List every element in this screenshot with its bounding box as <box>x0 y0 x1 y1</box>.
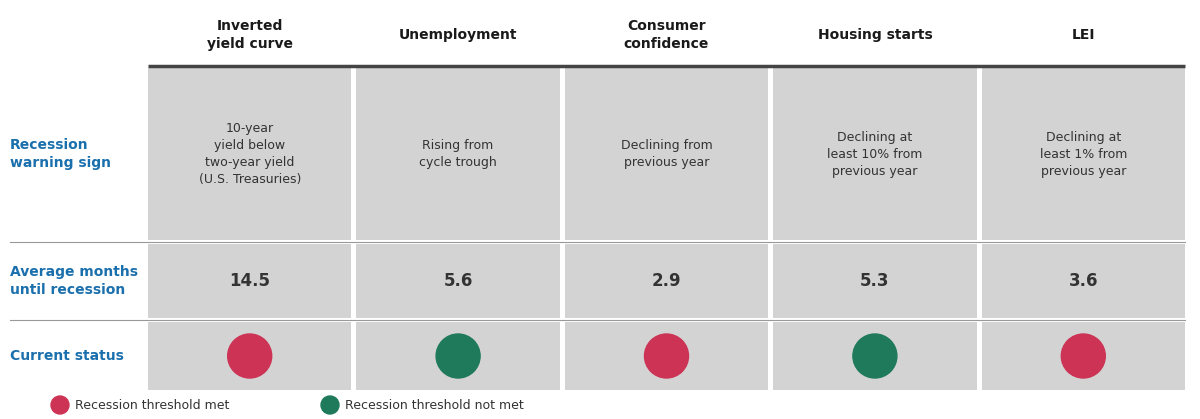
Bar <box>356 244 559 318</box>
Text: Inverted
yield curve: Inverted yield curve <box>206 19 293 51</box>
Text: 3.6: 3.6 <box>1068 272 1098 290</box>
Text: 10-year
yield below
two-year yield
(U.S. Treasuries): 10-year yield below two-year yield (U.S.… <box>198 122 301 186</box>
Bar <box>565 244 768 318</box>
Bar <box>982 68 1186 240</box>
Bar <box>565 68 768 240</box>
Bar <box>148 322 352 390</box>
Text: Recession
warning sign: Recession warning sign <box>10 138 112 170</box>
Circle shape <box>644 334 689 378</box>
Text: Average months
until recession: Average months until recession <box>10 265 138 297</box>
Text: Declining from
previous year: Declining from previous year <box>620 139 713 169</box>
Bar <box>773 244 977 318</box>
Text: 2.9: 2.9 <box>652 272 682 290</box>
Bar <box>356 322 559 390</box>
Text: LEI: LEI <box>1072 28 1096 42</box>
Circle shape <box>228 334 271 378</box>
Text: Declining at
least 1% from
previous year: Declining at least 1% from previous year <box>1039 130 1127 178</box>
Bar <box>982 244 1186 318</box>
Text: Current status: Current status <box>10 349 124 363</box>
Text: 14.5: 14.5 <box>229 272 270 290</box>
Text: Recession threshold met: Recession threshold met <box>74 398 229 411</box>
Text: Recession threshold not met: Recession threshold not met <box>346 398 523 411</box>
Text: Housing starts: Housing starts <box>817 28 932 42</box>
Bar <box>565 322 768 390</box>
Circle shape <box>853 334 896 378</box>
Bar <box>148 68 352 240</box>
Bar <box>356 68 559 240</box>
Circle shape <box>50 396 70 414</box>
Bar <box>982 322 1186 390</box>
Text: Consumer
confidence: Consumer confidence <box>624 19 709 51</box>
Bar <box>773 68 977 240</box>
Text: Rising from
cycle trough: Rising from cycle trough <box>419 139 497 169</box>
Text: Unemployment: Unemployment <box>398 28 517 42</box>
Bar <box>148 244 352 318</box>
Text: 5.3: 5.3 <box>860 272 889 290</box>
Circle shape <box>322 396 340 414</box>
Bar <box>773 322 977 390</box>
Circle shape <box>436 334 480 378</box>
Text: Declining at
least 10% from
previous year: Declining at least 10% from previous yea… <box>827 130 923 178</box>
Text: 5.6: 5.6 <box>444 272 473 290</box>
Circle shape <box>1061 334 1105 378</box>
